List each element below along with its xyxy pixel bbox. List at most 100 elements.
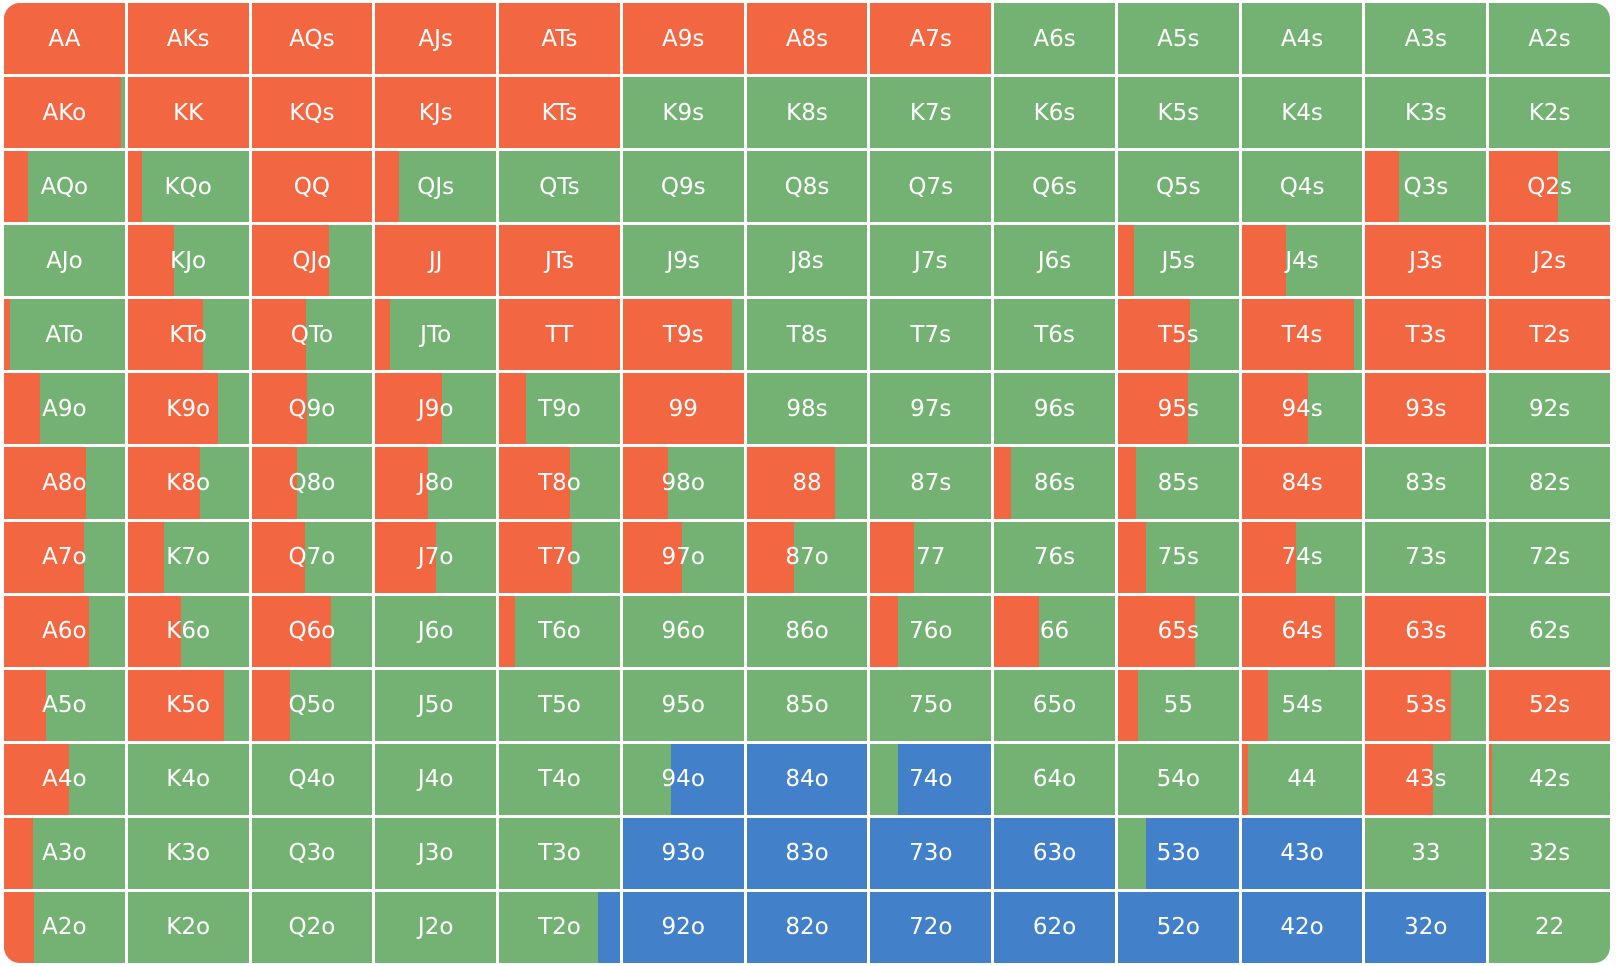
hand-cell-74s[interactable]: 74s [1241, 521, 1363, 593]
hand-cell-32o[interactable]: 32o [1365, 891, 1487, 963]
hand-cell-J5o[interactable]: J5o [375, 669, 497, 741]
hand-cell-A3o[interactable]: A3o [4, 817, 125, 889]
hand-cell-K8s[interactable]: K8s [746, 77, 868, 149]
hand-cell-75o[interactable]: 75o [870, 669, 992, 741]
hand-cell-A9s[interactable]: A9s [622, 3, 744, 75]
hand-cell-Q2o[interactable]: Q2o [251, 891, 373, 963]
hand-cell-72o[interactable]: 72o [870, 891, 992, 963]
hand-cell-K4o[interactable]: K4o [127, 743, 249, 815]
hand-cell-AQo[interactable]: AQo [4, 151, 125, 223]
hand-cell-Q4o[interactable]: Q4o [251, 743, 373, 815]
hand-cell-52s[interactable]: 52s [1489, 669, 1610, 741]
hand-cell-92o[interactable]: 92o [622, 891, 744, 963]
hand-cell-94o[interactable]: 94o [622, 743, 744, 815]
hand-cell-KJo[interactable]: KJo [127, 225, 249, 297]
hand-cell-K6o[interactable]: K6o [127, 595, 249, 667]
hand-cell-T9o[interactable]: T9o [499, 373, 620, 445]
hand-cell-J3o[interactable]: J3o [375, 817, 497, 889]
hand-cell-65o[interactable]: 65o [994, 669, 1115, 741]
hand-cell-43o[interactable]: 43o [1241, 817, 1363, 889]
hand-cell-T7s[interactable]: T7s [870, 299, 992, 371]
hand-cell-54s[interactable]: 54s [1241, 669, 1363, 741]
hand-cell-54o[interactable]: 54o [1117, 743, 1239, 815]
hand-cell-J5s[interactable]: J5s [1117, 225, 1239, 297]
hand-cell-K6s[interactable]: K6s [994, 77, 1115, 149]
hand-cell-K5o[interactable]: K5o [127, 669, 249, 741]
hand-cell-J6o[interactable]: J6o [375, 595, 497, 667]
hand-cell-A6o[interactable]: A6o [4, 595, 125, 667]
hand-cell-TT[interactable]: TT [499, 299, 620, 371]
hand-cell-T9s[interactable]: T9s [622, 299, 744, 371]
hand-cell-T5o[interactable]: T5o [499, 669, 620, 741]
hand-cell-T5s[interactable]: T5s [1117, 299, 1239, 371]
hand-cell-ATs[interactable]: ATs [499, 3, 620, 75]
hand-cell-76o[interactable]: 76o [870, 595, 992, 667]
hand-cell-32s[interactable]: 32s [1489, 817, 1610, 889]
hand-cell-A3s[interactable]: A3s [1365, 3, 1487, 75]
hand-cell-T8s[interactable]: T8s [746, 299, 868, 371]
hand-cell-J4s[interactable]: J4s [1241, 225, 1363, 297]
hand-cell-Q9s[interactable]: Q9s [622, 151, 744, 223]
hand-cell-J2o[interactable]: J2o [375, 891, 497, 963]
hand-cell-44[interactable]: 44 [1241, 743, 1363, 815]
hand-cell-83o[interactable]: 83o [746, 817, 868, 889]
hand-cell-AA[interactable]: AA [4, 3, 125, 75]
hand-cell-J2s[interactable]: J2s [1489, 225, 1610, 297]
hand-cell-K7s[interactable]: K7s [870, 77, 992, 149]
hand-cell-J9s[interactable]: J9s [622, 225, 744, 297]
hand-cell-JTo[interactable]: JTo [375, 299, 497, 371]
hand-cell-KJs[interactable]: KJs [375, 77, 497, 149]
hand-cell-K3o[interactable]: K3o [127, 817, 249, 889]
hand-cell-42o[interactable]: 42o [1241, 891, 1363, 963]
hand-cell-KK[interactable]: KK [127, 77, 249, 149]
hand-cell-83s[interactable]: 83s [1365, 447, 1487, 519]
hand-cell-97o[interactable]: 97o [622, 521, 744, 593]
hand-cell-98o[interactable]: 98o [622, 447, 744, 519]
hand-cell-T3o[interactable]: T3o [499, 817, 620, 889]
hand-cell-T8o[interactable]: T8o [499, 447, 620, 519]
hand-cell-AKs[interactable]: AKs [127, 3, 249, 75]
hand-cell-Q3o[interactable]: Q3o [251, 817, 373, 889]
hand-cell-73o[interactable]: 73o [870, 817, 992, 889]
hand-cell-85o[interactable]: 85o [746, 669, 868, 741]
hand-cell-T2o[interactable]: T2o [499, 891, 620, 963]
hand-cell-J9o[interactable]: J9o [375, 373, 497, 445]
hand-cell-64s[interactable]: 64s [1241, 595, 1363, 667]
hand-cell-A8o[interactable]: A8o [4, 447, 125, 519]
hand-cell-84s[interactable]: 84s [1241, 447, 1363, 519]
hand-cell-K2o[interactable]: K2o [127, 891, 249, 963]
hand-cell-QTo[interactable]: QTo [251, 299, 373, 371]
hand-cell-J8o[interactable]: J8o [375, 447, 497, 519]
hand-cell-T6s[interactable]: T6s [994, 299, 1115, 371]
hand-cell-K9s[interactable]: K9s [622, 77, 744, 149]
hand-cell-33[interactable]: 33 [1365, 817, 1487, 889]
hand-cell-K5s[interactable]: K5s [1117, 77, 1239, 149]
hand-cell-77[interactable]: 77 [870, 521, 992, 593]
hand-cell-J8s[interactable]: J8s [746, 225, 868, 297]
hand-cell-KQo[interactable]: KQo [127, 151, 249, 223]
hand-cell-J3s[interactable]: J3s [1365, 225, 1487, 297]
hand-cell-Q9o[interactable]: Q9o [251, 373, 373, 445]
hand-cell-84o[interactable]: 84o [746, 743, 868, 815]
hand-cell-95s[interactable]: 95s [1117, 373, 1239, 445]
hand-cell-Q7s[interactable]: Q7s [870, 151, 992, 223]
hand-cell-92s[interactable]: 92s [1489, 373, 1610, 445]
hand-cell-42s[interactable]: 42s [1489, 743, 1610, 815]
hand-cell-93o[interactable]: 93o [622, 817, 744, 889]
hand-cell-K8o[interactable]: K8o [127, 447, 249, 519]
hand-cell-63s[interactable]: 63s [1365, 595, 1487, 667]
hand-cell-65s[interactable]: 65s [1117, 595, 1239, 667]
hand-cell-KTs[interactable]: KTs [499, 77, 620, 149]
hand-cell-66[interactable]: 66 [994, 595, 1115, 667]
hand-cell-62s[interactable]: 62s [1489, 595, 1610, 667]
hand-cell-55[interactable]: 55 [1117, 669, 1239, 741]
hand-cell-94s[interactable]: 94s [1241, 373, 1363, 445]
hand-cell-ATo[interactable]: ATo [4, 299, 125, 371]
hand-cell-86s[interactable]: 86s [994, 447, 1115, 519]
hand-cell-98s[interactable]: 98s [746, 373, 868, 445]
hand-cell-Q8o[interactable]: Q8o [251, 447, 373, 519]
hand-cell-AQs[interactable]: AQs [251, 3, 373, 75]
hand-cell-Q2s[interactable]: Q2s [1489, 151, 1610, 223]
hand-cell-A6s[interactable]: A6s [994, 3, 1115, 75]
hand-cell-A2s[interactable]: A2s [1489, 3, 1610, 75]
